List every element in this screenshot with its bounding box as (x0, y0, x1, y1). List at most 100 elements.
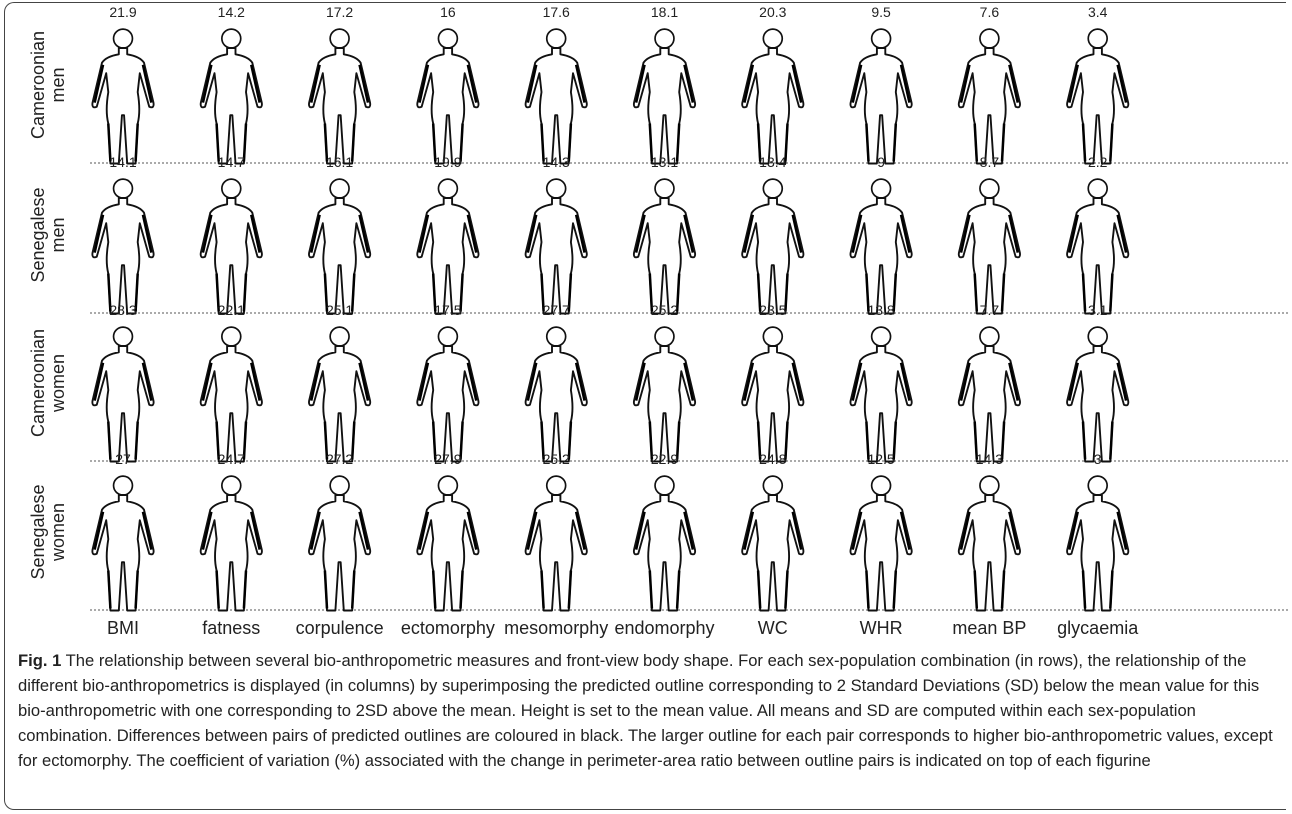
cv-value: 14.2 (218, 4, 245, 20)
cv-value: 27.2 (326, 451, 353, 467)
body-outline (201, 29, 262, 163)
cv-value: 14.1 (109, 154, 136, 170)
cv-value: 3.4 (1088, 4, 1108, 20)
body-outline (742, 29, 803, 163)
cv-value: 28.3 (109, 302, 136, 318)
cv-value: 24.8 (759, 451, 786, 467)
cv-value: 3.1 (1088, 302, 1108, 318)
column-label: mean BP (952, 618, 1026, 638)
row-label-line: men (48, 217, 68, 252)
body-outline (850, 29, 911, 163)
row-label-line: Cameroonian (28, 31, 48, 139)
body-outline (1067, 476, 1128, 610)
cv-value: 16 (440, 4, 456, 20)
cv-value: 13.4 (759, 154, 786, 170)
body-outline (526, 327, 587, 461)
body-outline (742, 476, 803, 610)
body-outline (309, 29, 370, 163)
body-outline (634, 327, 695, 461)
cv-value: 2.2 (1088, 154, 1108, 170)
caption-text: The relationship between several bio-ant… (18, 651, 1273, 770)
cv-value: 18.1 (651, 4, 678, 20)
cv-value: 8.7 (980, 154, 1000, 170)
row-label: Cameroonianmen (28, 31, 68, 139)
cv-value: 17.6 (543, 4, 570, 20)
body-outline (526, 476, 587, 610)
column-label: ectomorphy (401, 618, 495, 638)
row-label-line: Cameroonian (28, 329, 48, 437)
column-label: glycaemia (1057, 618, 1139, 638)
cv-value: 16.1 (326, 154, 353, 170)
body-outline (417, 327, 478, 461)
row-label-line: Senegalese (28, 484, 48, 579)
body-outline (92, 29, 153, 163)
body-outline (92, 179, 153, 313)
body-outline (92, 476, 153, 610)
column-label: endomorphy (614, 618, 714, 638)
body-outline (850, 476, 911, 610)
cv-value: 22.1 (218, 302, 245, 318)
column-label: WC (758, 618, 788, 638)
cv-value: 25.1 (326, 302, 353, 318)
body-outline (634, 29, 695, 163)
caption-label: Fig. 1 (18, 651, 61, 670)
row-label-line: women (48, 354, 68, 413)
row-label: Senegalesewomen (28, 484, 68, 579)
body-outline (742, 327, 803, 461)
cv-value: 14.3 (976, 451, 1003, 467)
page: {"figure": { "rows": [ {"label": ["Camer… (0, 0, 1292, 814)
body-outline (634, 179, 695, 313)
row-label: Cameroonianwomen (28, 329, 68, 437)
cv-value: 25.2 (543, 451, 570, 467)
body-outline (959, 476, 1020, 610)
cv-value: 27.7 (543, 302, 570, 318)
body-outline (201, 476, 262, 610)
row-label-line: men (48, 67, 68, 102)
caption: Fig. 1 The relationship between several … (18, 648, 1280, 773)
body-outline (201, 327, 262, 461)
cv-value: 14.3 (543, 154, 570, 170)
cv-value: 17.2 (326, 4, 353, 20)
cv-value: 22.9 (651, 451, 678, 467)
cv-value: 9.5 (871, 4, 891, 20)
cv-value: 27.9 (434, 451, 461, 467)
body-outline (959, 29, 1020, 163)
body-outline (742, 179, 803, 313)
cv-value: 13.1 (651, 154, 678, 170)
cv-value: 14.7 (218, 154, 245, 170)
cv-value: 20.3 (759, 4, 786, 20)
body-outline (526, 29, 587, 163)
cv-value: 12.5 (867, 451, 894, 467)
body-outline (201, 179, 262, 313)
cv-value: 9 (877, 154, 885, 170)
body-outline (309, 179, 370, 313)
column-label: corpulence (296, 618, 384, 638)
body-outline (959, 327, 1020, 461)
body-outline (309, 327, 370, 461)
cv-value: 7.6 (980, 4, 1000, 20)
column-label: WHR (860, 618, 903, 638)
cv-value: 19.9 (434, 154, 461, 170)
cv-value: 7.7 (980, 302, 1000, 318)
column-label: fatness (202, 618, 260, 638)
body-outline (1067, 327, 1128, 461)
row-label-line: Senegalese (28, 187, 48, 282)
cv-value: 3 (1094, 451, 1102, 467)
cv-value: 17.5 (434, 302, 461, 318)
body-outline (850, 327, 911, 461)
body-outline (1067, 179, 1128, 313)
column-label: mesomorphy (504, 618, 608, 638)
column-label: BMI (107, 618, 139, 638)
cv-value: 25.2 (651, 302, 678, 318)
body-outline (417, 476, 478, 610)
body-outline (417, 29, 478, 163)
body-outline (850, 179, 911, 313)
row-label-line: women (48, 503, 68, 562)
body-outline (417, 179, 478, 313)
body-outline (309, 476, 370, 610)
cv-value: 13.8 (867, 302, 894, 318)
row-label: Senegalesemen (28, 187, 68, 282)
body-outline (1067, 29, 1128, 163)
cv-value: 23.5 (759, 302, 786, 318)
